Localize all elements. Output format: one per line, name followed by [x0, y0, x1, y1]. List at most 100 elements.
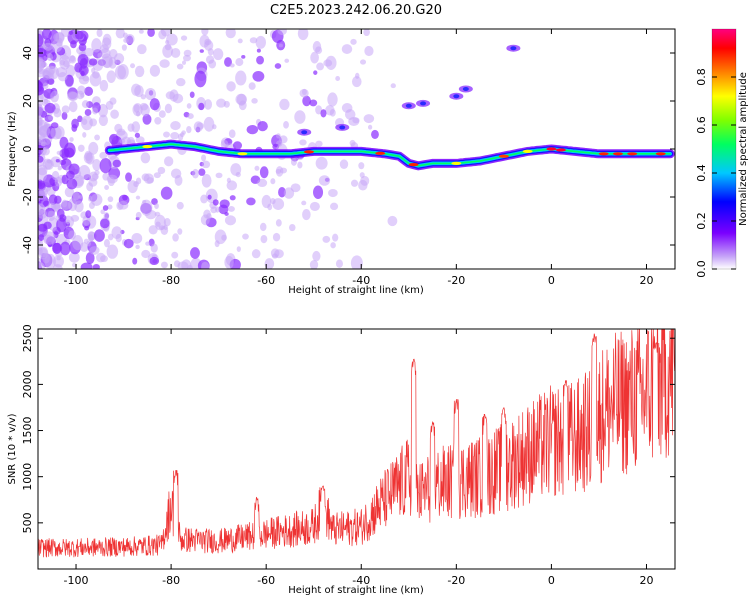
heatmap-noise-cell: [176, 201, 184, 210]
heatmap-noise-cell: [193, 121, 204, 132]
heatmap-noise-cell: [92, 158, 101, 171]
heatmap-noise-cell: [86, 240, 91, 247]
heatmap-noise-cell: [57, 165, 62, 171]
heatmap-noise-cell: [170, 168, 182, 179]
heatmap-noise-cell: [56, 217, 67, 233]
heatmap-noise-cell: [224, 57, 232, 67]
heatmap-noise-cell: [131, 232, 143, 244]
heatmap-noise-cell: [97, 52, 102, 59]
heatmap-noise-cell: [320, 109, 327, 118]
heatmap-noise-cell: [90, 193, 103, 206]
heatmap-noise-cell: [227, 206, 235, 212]
heatmap-noise-cell: [164, 156, 174, 167]
heatmap-noise-cell: [198, 168, 206, 176]
heatmap-noise-cell: [170, 47, 181, 58]
heatmap-noise-cell: [199, 49, 204, 53]
heatmap-noise-cell: [85, 252, 95, 265]
snr-series-line: [38, 329, 675, 558]
heatmap-noise-cell: [38, 85, 45, 96]
heatmap-noise-cell: [159, 59, 170, 68]
heatmap-noise-cell: [213, 48, 224, 61]
heatmap-noise-cell: [200, 214, 210, 226]
heatmap-noise-cell: [83, 152, 93, 164]
heatmap-noise-cell: [132, 257, 138, 265]
heatmap-noise-cell: [133, 104, 140, 113]
heatmap-noise-cell: [335, 259, 343, 268]
heatmap-noise-cell: [141, 249, 151, 259]
heatmap-noise-cell: [256, 48, 261, 53]
heatmap-noise-cell: [194, 70, 207, 88]
heatmap-hot-spot: [142, 145, 153, 149]
heatmap-hot-spot: [498, 154, 509, 158]
heatmap-noise-cell: [301, 200, 307, 206]
heatmap-noise-cell: [339, 159, 349, 170]
heatmap-noise-cell: [125, 33, 135, 45]
heatmap-noise-cell: [50, 90, 59, 103]
heatmap-noise-cell: [272, 232, 281, 242]
heatmap-noise-cell: [341, 44, 353, 54]
snr-y-label: SNR (10 * v/v): [7, 413, 18, 484]
heatmap-noise-cell: [279, 98, 290, 111]
heatmap-noise-cell: [111, 226, 123, 239]
heatmap-noise-cell: [332, 233, 339, 242]
heatmap-noise-cell: [302, 95, 311, 107]
heatmap-noise-cell: [38, 79, 41, 87]
heatmap-noise-cell: [177, 133, 184, 141]
heatmap-noise-cell: [150, 243, 158, 253]
spectrogram-x-tick-label: -40: [352, 274, 370, 287]
heatmap-noise-cell: [38, 261, 43, 268]
heatmap-noise-cell: [351, 76, 362, 88]
heatmap-noise-cell: [47, 210, 56, 222]
colorbar-gradient: [712, 29, 736, 269]
heatmap-noise-cell: [143, 173, 154, 184]
heatmap-noise-cell: [330, 202, 339, 211]
heatmap-noise-cell: [145, 87, 156, 101]
heatmap-noise-cell: [105, 100, 114, 111]
heatmap-noise-cell: [88, 178, 98, 187]
heatmap-noise-cell: [101, 53, 113, 68]
heatmap-noise-cell: [68, 100, 78, 113]
heatmap-noise-cell: [55, 158, 60, 163]
heatmap-noise-cell: [158, 225, 165, 231]
heatmap-noise-cell: [53, 255, 64, 268]
spectrogram-panel: -100 -80 -60 -40 -20 0 20 -40 -20 0 20 40 Height o…: [7, 28, 676, 296]
heatmap-noise-cell: [94, 134, 100, 141]
chart-title: C2E5.2023.242.06.20.G20: [270, 3, 442, 18]
heatmap-noise-cell: [315, 105, 323, 115]
heatmap-noise-cell: [65, 219, 71, 225]
colorbar-tick-label: 0.0: [695, 260, 708, 278]
heatmap-noise-cell: [135, 211, 142, 219]
heatmap-noise-cell: [255, 35, 266, 49]
heatmap-noise-cell: [149, 64, 161, 77]
heatmap-noise-cell: [216, 98, 227, 108]
heatmap-noise-cell: [77, 115, 83, 123]
heatmap-noise-cell: [140, 152, 151, 164]
heatmap-noise-cell: [38, 47, 47, 57]
heatmap-noise-cell: [163, 217, 171, 227]
heatmap-noise-cell: [93, 229, 105, 242]
heatmap-noise-cell: [50, 122, 59, 129]
colorbar: 0.0 0.2 0.4 0.6 0.8 Normalized spectral ampl…: [695, 28, 749, 278]
heatmap-noise-cell: [229, 195, 236, 201]
heatmap-noise-cell: [76, 90, 85, 100]
heatmap-noise-cell: [207, 194, 212, 200]
heatmap-noise-cell: [236, 93, 247, 106]
heatmap-noise-cell: [214, 229, 227, 245]
heatmap-noise-cell: [69, 137, 74, 142]
heatmap-noise-cell: [104, 185, 110, 190]
heatmap-noise-cell: [127, 123, 135, 132]
heatmap-noise-cell: [328, 188, 338, 198]
heatmap-noise-cell: [237, 38, 243, 44]
heatmap-noise-cell: [81, 100, 90, 109]
heatmap-noise-cell: [363, 114, 375, 124]
heatmap-noise-cell: [70, 214, 80, 222]
heatmap-noise-cell: [147, 29, 155, 38]
heatmap-noise-cell: [275, 166, 284, 177]
heatmap-noise-cell: [201, 29, 209, 36]
heatmap-noise-cell: [59, 136, 69, 149]
heatmap-noise-cell: [170, 121, 181, 131]
heatmap-noise-cell: [224, 212, 229, 216]
heatmap-noise-cell: [80, 262, 93, 269]
heatmap-noise-cell: [277, 29, 287, 36]
